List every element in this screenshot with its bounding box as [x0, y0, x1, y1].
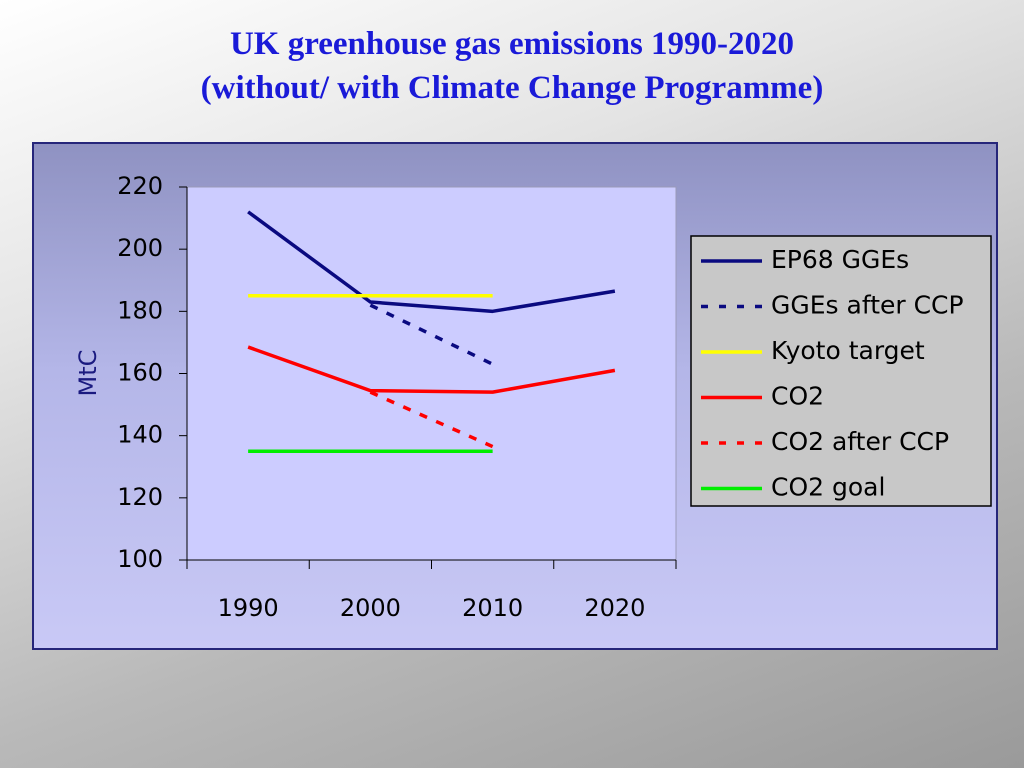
legend: EP68 GGEs GGEs after CCP Kyoto target CO2 CO… [690, 235, 992, 507]
y-tick-label: 200 [117, 234, 163, 262]
title-line-2: (without/ with Climate Change Programme) [200, 70, 824, 106]
x-tick-label: 2000 [340, 594, 401, 622]
y-tick-label: 120 [117, 483, 163, 511]
legend-box [690, 235, 992, 507]
legend-label: EP68 GGEs [771, 245, 909, 274]
legend-label: CO2 after CCP [771, 427, 949, 456]
y-tick-label: 100 [117, 545, 163, 573]
legend-label: Kyoto target [771, 336, 925, 365]
series-line-gges-after-ccp [369, 303, 494, 366]
title-line-1: UK greenhouse gas emissions 1990-2020 [229, 26, 795, 62]
x-tick-label: 2020 [584, 594, 645, 622]
legend-label: CO2 [771, 382, 824, 411]
y-tick-label: 140 [117, 421, 163, 449]
series-line-co2 [247, 345, 616, 394]
axes: 100 120 140 160 180 200 220 1990 2000 2010 2020 [117, 172, 677, 622]
slide-title: UK greenhouse gas emissions 1990-2020 (w… [0, 22, 1024, 110]
series-lines [247, 210, 616, 453]
legend-label: GGEs after CCP [771, 291, 964, 320]
x-tick-label: 2010 [462, 594, 523, 622]
legend-label: CO2 goal [771, 473, 885, 502]
x-tick-label: 1990 [218, 594, 279, 622]
series-line-co2-after-ccp [369, 390, 494, 449]
y-tick-label: 180 [117, 296, 163, 324]
y-tick-label: 220 [117, 172, 163, 200]
y-tick-label: 160 [117, 359, 163, 387]
y-axis-title: MtC [74, 350, 102, 397]
series-line-ep68-gges [247, 210, 616, 314]
